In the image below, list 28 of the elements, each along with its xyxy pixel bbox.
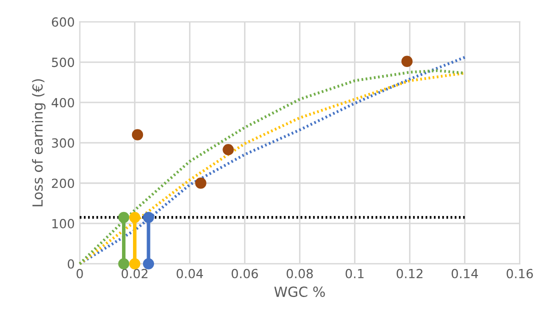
x-tick-label: 0.14 <box>452 268 478 278</box>
point <box>401 56 413 67</box>
point <box>118 212 130 223</box>
y-tick-label: 100 <box>52 218 74 228</box>
point <box>142 258 154 270</box>
y-tick-label: 300 <box>52 138 74 148</box>
x-tick-label: 0.02 <box>122 268 148 278</box>
y-tick-label: 600 <box>52 17 74 27</box>
y-tick-label: 500 <box>52 58 74 68</box>
y-tick-label: 400 <box>52 98 74 108</box>
x-tick-label: 0.1 <box>346 268 364 278</box>
x-axis-title: WGC % <box>274 286 325 298</box>
point <box>129 258 140 270</box>
point <box>132 129 144 140</box>
x-tick-label: 0.16 <box>506 268 533 278</box>
x-tick-label: 0.06 <box>232 268 258 278</box>
y-axis-title: Loss of earning (€) <box>32 79 46 206</box>
x-tick-label: 0 <box>76 268 83 278</box>
point <box>142 212 154 223</box>
x-tick-label: 0.04 <box>176 268 203 278</box>
x-tick-label: 0.12 <box>396 268 422 278</box>
point <box>118 258 130 270</box>
y-tick-label: 200 <box>52 178 74 188</box>
y-tick-label: 0 <box>68 259 74 269</box>
x-tick-label: 0.08 <box>286 268 313 278</box>
point <box>129 212 140 223</box>
point <box>222 144 234 156</box>
point <box>195 178 206 189</box>
